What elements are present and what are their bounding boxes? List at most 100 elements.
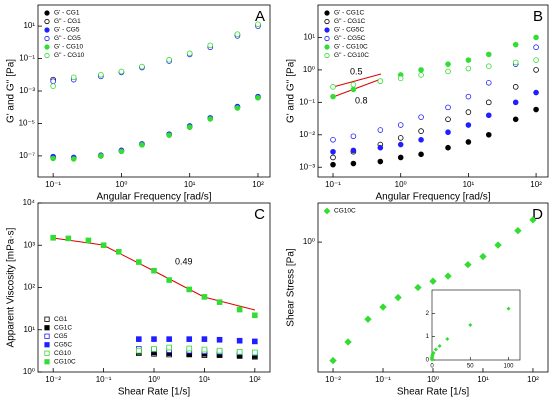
marker [100, 242, 107, 249]
marker [186, 124, 193, 130]
marker [514, 226, 522, 235]
inset-x-tick-label: 0 [430, 364, 434, 370]
legend-label: CG5 [54, 333, 68, 340]
inset-x-tick-label: 50 [467, 364, 474, 370]
legend-label: G'' - CG10 [54, 52, 85, 59]
panel-label: A [255, 8, 265, 25]
marker [465, 57, 472, 63]
marker [324, 35, 330, 42]
plot-frame [317, 4, 549, 178]
marker [166, 132, 172, 138]
x-tick-label: 10² [249, 375, 261, 384]
y-tick-label: 10⁻³ [299, 162, 315, 171]
y-axis-title: Shear Stress [Pa] [286, 248, 297, 327]
marker [252, 349, 258, 356]
marker [529, 216, 537, 224]
marker [468, 323, 473, 327]
x-tick-label: 10⁰ [395, 180, 407, 189]
marker [512, 99, 519, 106]
inset-frame [431, 289, 521, 361]
marker [329, 356, 337, 365]
marker [166, 344, 172, 351]
marker [50, 155, 56, 162]
legend-label: CG10 [54, 350, 71, 357]
marker [324, 27, 330, 33]
marker [252, 338, 258, 345]
marker [234, 31, 241, 37]
marker [533, 34, 539, 41]
marker [330, 137, 336, 143]
marker [98, 71, 104, 78]
marker [445, 129, 451, 136]
marker [418, 67, 424, 73]
marker [512, 116, 519, 123]
marker [216, 336, 223, 343]
y-tick-label: 10⁻² [299, 130, 315, 139]
marker [330, 161, 336, 168]
x-tick-label: 10¹ [184, 180, 196, 189]
legend-label: CG10C [54, 358, 76, 365]
marker [444, 272, 452, 280]
inset-y-tick-label: 2 [426, 311, 430, 317]
legend-label: G' - CG10 [54, 44, 83, 51]
marker [485, 80, 492, 86]
marker [201, 346, 208, 353]
marker [330, 93, 336, 100]
marker [445, 116, 451, 123]
marker [418, 137, 424, 143]
marker [166, 336, 172, 342]
marker [533, 57, 539, 63]
marker [379, 303, 387, 311]
x-tick-label: 10¹ [463, 180, 475, 189]
fit-line [52, 237, 256, 311]
marker [533, 106, 539, 113]
panel-label: D [532, 206, 543, 223]
inset-y-tick-label: 1 [426, 334, 430, 340]
marker [512, 84, 519, 90]
marker [118, 148, 125, 155]
y-tick-label: 10⁻¹ [299, 97, 315, 106]
x-tick-label: 10⁰ [115, 180, 127, 189]
x-tick-label: 10⁻¹ [375, 375, 391, 384]
marker [506, 306, 511, 311]
legend-label: G' - CG1C [334, 10, 364, 17]
fit-line [332, 73, 382, 88]
marker [433, 347, 438, 352]
marker [207, 42, 214, 49]
marker [350, 133, 357, 140]
marker [324, 44, 330, 50]
x-axis-title: Angular Frequency [rad/s] [375, 192, 490, 203]
marker [344, 338, 352, 346]
marker [418, 114, 424, 120]
annotation: 0.49 [175, 256, 193, 266]
marker [234, 105, 241, 111]
annotation: 0.8 [355, 95, 368, 105]
marker [350, 147, 357, 154]
marker [465, 109, 472, 115]
marker [186, 50, 193, 57]
marker [166, 56, 172, 63]
marker [494, 241, 502, 249]
marker [44, 10, 50, 16]
marker [377, 78, 384, 84]
marker [252, 312, 258, 319]
marker [136, 336, 142, 342]
panel-label: B [533, 8, 543, 25]
marker [136, 347, 142, 354]
y-tick-label: 10³ [23, 240, 35, 249]
x-tick-label: 10⁰ [148, 375, 160, 384]
marker [44, 333, 50, 339]
legend-label: CG5C [54, 341, 72, 348]
marker [324, 10, 330, 16]
marker [465, 93, 472, 100]
y-tick-label: 10¹ [303, 33, 315, 42]
marker [418, 128, 424, 134]
legend-label: CG10C [334, 208, 356, 215]
x-tick-label: 10⁻¹ [325, 180, 341, 189]
marker [485, 131, 492, 138]
marker [236, 349, 243, 355]
legend-label: G'' - CG1 [54, 18, 81, 25]
marker [512, 41, 519, 48]
y-tick-label: 10⁻⁷ [19, 151, 35, 160]
